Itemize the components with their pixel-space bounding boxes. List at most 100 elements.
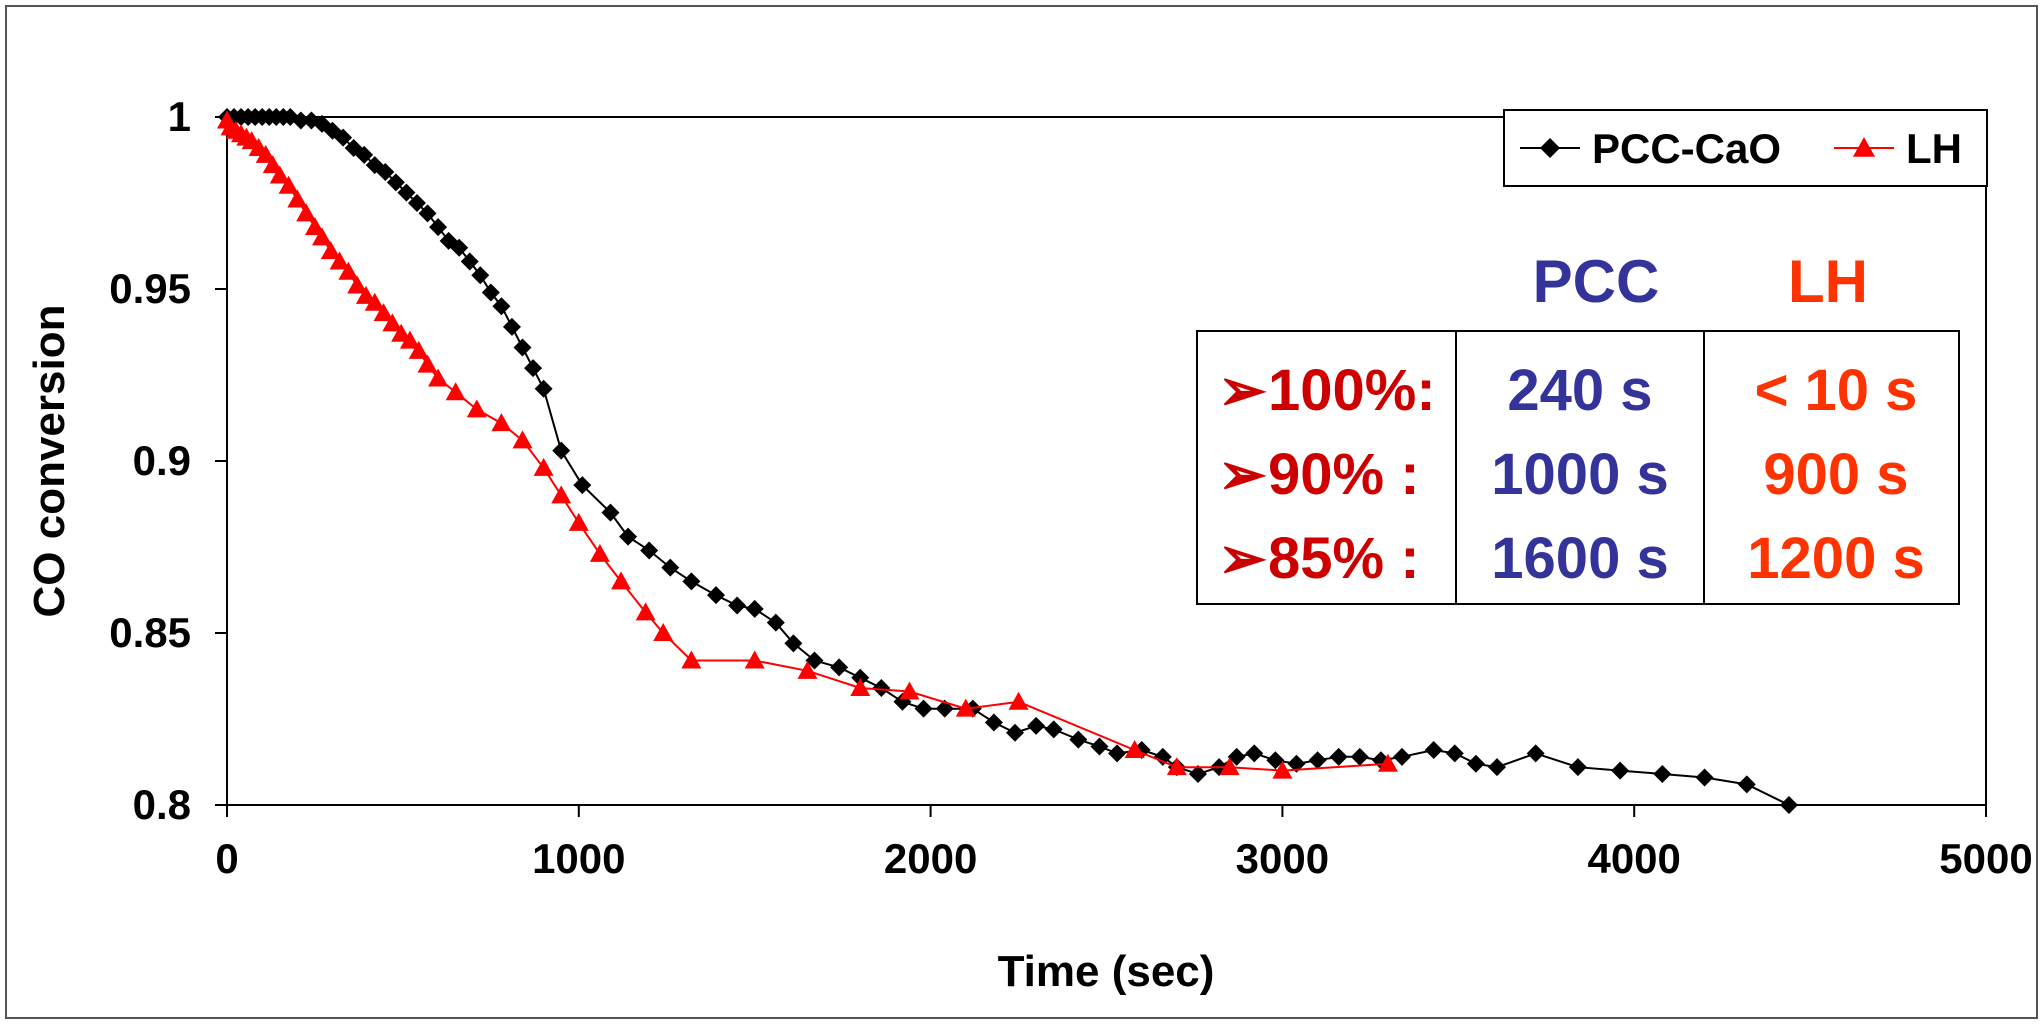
data-point-pcc-cao — [334, 128, 353, 147]
data-point-pcc-cao — [460, 252, 479, 271]
data-point-pcc-cao — [534, 379, 553, 398]
data-point-pcc-cao — [1188, 765, 1207, 784]
legend-label-lh: LH — [1906, 125, 1962, 172]
data-point-lh — [551, 485, 572, 504]
data-point-lh — [311, 227, 332, 246]
annotation-header-pcc: PCC — [1533, 248, 1660, 315]
x-tick-label: 0 — [215, 835, 238, 882]
y-tick-label: 0.9 — [133, 437, 191, 484]
data-point-lh — [304, 217, 325, 236]
data-point-pcc-cao — [471, 266, 490, 285]
annotation-table-box — [1196, 330, 1960, 605]
data-point-lh — [1124, 739, 1145, 758]
legend-marker-lh — [1853, 137, 1875, 157]
data-point-pcc-cao — [1266, 751, 1285, 770]
data-point-pcc-cao — [1069, 730, 1088, 749]
data-point-lh — [355, 285, 376, 304]
data-point-pcc-cao — [312, 114, 331, 133]
data-point-pcc-cao — [1424, 740, 1443, 759]
data-point-pcc-cao — [1611, 761, 1630, 780]
data-point-pcc-cao — [1466, 754, 1485, 773]
y-tick-label: 0.8 — [133, 781, 191, 828]
data-point-lh — [635, 602, 656, 621]
x-tick-label: 5000 — [1939, 835, 2032, 882]
annotation-lh-value: 1200 s — [1747, 526, 1924, 591]
data-point-lh — [797, 660, 818, 679]
data-point-pcc-cao — [851, 668, 870, 687]
data-point-pcc-cao — [386, 173, 405, 192]
legend-label-pcc-cao: PCC-CaO — [1592, 125, 1781, 172]
data-point-lh — [391, 323, 412, 342]
legend: PCC-CaO LH — [1503, 109, 1988, 187]
data-point-lh — [399, 330, 420, 349]
annotation-pcc-value: 1000 s — [1491, 442, 1668, 507]
annotation-lh-value: < 10 s — [1755, 358, 1918, 423]
data-point-pcc-cao — [524, 359, 543, 378]
data-point-lh — [338, 261, 359, 280]
data-point-pcc-cao — [418, 204, 437, 223]
data-point-pcc-cao — [355, 145, 374, 164]
data-point-lh — [1219, 757, 1240, 776]
y-tick-label: 0.85 — [109, 609, 191, 656]
data-point-pcc-cao — [1779, 796, 1798, 814]
x-tick-label: 1000 — [532, 835, 625, 882]
data-point-lh — [278, 175, 299, 194]
axes: 0 1000 2000 3000 4000 5000 1 0.95 0.9 0.85 0.8 — [109, 93, 2032, 882]
data-point-lh — [262, 155, 283, 174]
y-tick-label: 0.95 — [109, 265, 191, 312]
annotation-pcc-value: 1600 s — [1491, 526, 1668, 591]
data-point-lh — [533, 457, 554, 476]
annotation-lh-value: 900 s — [1763, 442, 1908, 507]
series-lh — [217, 110, 1398, 779]
annotation-row-label: 85% : — [1268, 526, 1420, 591]
annotation-row-label: 90% : — [1268, 442, 1420, 507]
data-point-lh — [568, 512, 589, 531]
x-tick-label: 2000 — [884, 835, 977, 882]
data-point-pcc-cao — [552, 441, 571, 460]
data-point-pcc-cao — [1287, 754, 1306, 773]
data-point-pcc-cao — [573, 476, 592, 495]
legend-box — [1503, 109, 1988, 187]
data-point-pcc-cao — [1568, 758, 1587, 777]
data-point-pcc-cao — [1153, 747, 1172, 766]
data-point-pcc-cao — [784, 634, 803, 653]
data-point-pcc-cao — [481, 283, 500, 302]
data-point-pcc-cao — [1445, 744, 1464, 763]
data-point-pcc-cao — [1487, 758, 1506, 777]
data-point-lh — [1377, 753, 1398, 772]
data-point-lh — [373, 303, 394, 322]
data-point-lh — [653, 623, 674, 641]
data-point-lh — [850, 678, 871, 697]
data-point-pcc-cao — [492, 297, 511, 316]
data-point-pcc-cao — [513, 338, 532, 357]
data-point-lh — [744, 650, 765, 669]
data-point-pcc-cao — [1308, 751, 1327, 770]
data-point-pcc-cao — [984, 713, 1003, 732]
annotation-bullet-icon: ➢ — [1218, 526, 1267, 591]
data-point-pcc-cao — [745, 599, 764, 618]
data-point-pcc-cao — [707, 586, 726, 605]
series-pcc-cao — [218, 108, 1798, 814]
data-point-pcc-cao — [601, 503, 620, 522]
annotation-row-label: 100%: — [1268, 358, 1436, 423]
data-point-lh — [1272, 760, 1293, 779]
data-point-pcc-cao — [872, 679, 891, 698]
data-point-pcc-cao — [619, 527, 638, 546]
data-point-pcc-cao — [728, 596, 747, 615]
data-point-lh — [1166, 757, 1187, 776]
data-point-pcc-cao — [1227, 747, 1246, 766]
data-point-pcc-cao — [914, 699, 933, 718]
x-axis-title: Time (sec) — [998, 947, 1215, 996]
data-point-pcc-cao — [830, 658, 849, 677]
data-point-lh — [611, 571, 632, 590]
y-tick-label: 1 — [168, 93, 191, 140]
data-point-lh — [364, 292, 385, 311]
data-point-pcc-cao — [1526, 744, 1545, 763]
data-point-lh — [269, 165, 290, 184]
data-point-pcc-cao — [682, 572, 701, 591]
data-point-lh — [382, 313, 403, 332]
data-point-pcc-cao — [1695, 768, 1714, 787]
annotation-pcc-value: 240 s — [1507, 358, 1652, 423]
data-point-pcc-cao — [1350, 747, 1369, 766]
